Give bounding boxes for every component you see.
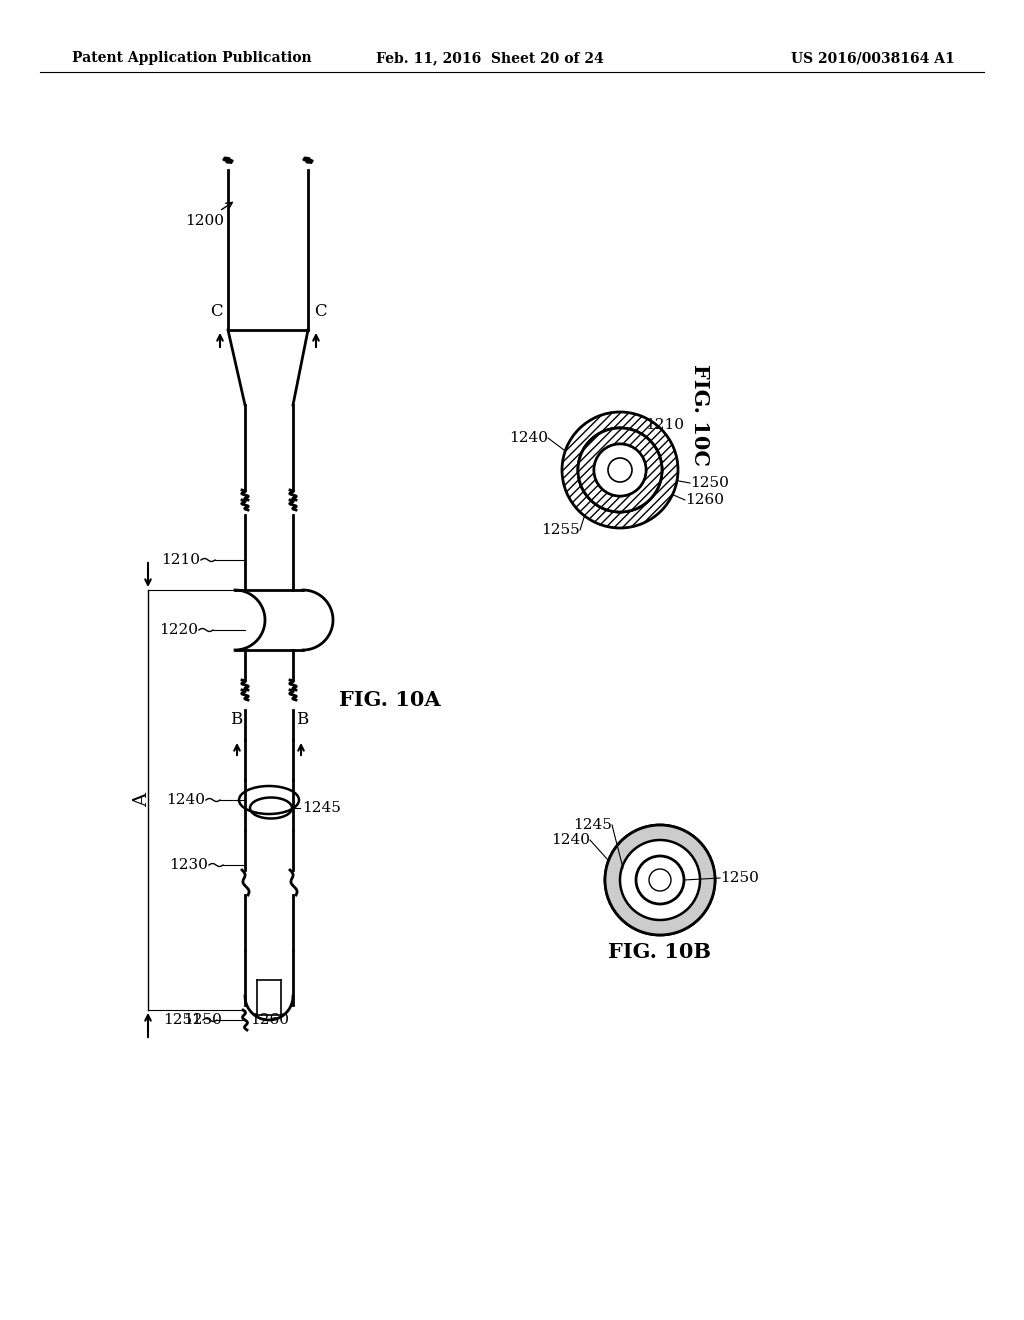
Text: FIG. 10A: FIG. 10A (339, 690, 440, 710)
Circle shape (578, 428, 662, 512)
Circle shape (594, 444, 646, 496)
Wedge shape (578, 428, 662, 512)
Text: 1245: 1245 (573, 818, 612, 832)
Circle shape (620, 840, 700, 920)
Text: C: C (313, 304, 327, 319)
Text: 1255: 1255 (542, 523, 580, 537)
Wedge shape (562, 412, 678, 528)
Text: 1260: 1260 (685, 492, 724, 507)
Text: 1250: 1250 (720, 871, 759, 884)
Text: A: A (133, 793, 151, 807)
Text: 1210: 1210 (645, 418, 684, 432)
Text: 1200: 1200 (185, 202, 232, 228)
Text: 1240: 1240 (551, 833, 590, 847)
Text: FIG. 10B: FIG. 10B (608, 942, 712, 962)
Text: 1230: 1230 (169, 858, 208, 873)
Text: Patent Application Publication: Patent Application Publication (72, 51, 311, 65)
Text: 1240: 1240 (166, 793, 205, 807)
Text: US 2016/0038164 A1: US 2016/0038164 A1 (792, 51, 955, 65)
Text: 1210: 1210 (161, 553, 200, 568)
Text: FIG. 10C: FIG. 10C (690, 364, 710, 466)
Text: 1250: 1250 (690, 477, 729, 490)
Text: B: B (296, 711, 308, 729)
Text: Feb. 11, 2016  Sheet 20 of 24: Feb. 11, 2016 Sheet 20 of 24 (376, 51, 604, 65)
Text: 1251: 1251 (163, 1012, 202, 1027)
Text: 1245: 1245 (302, 801, 341, 814)
Text: B: B (229, 711, 242, 729)
Text: 1250: 1250 (183, 1012, 222, 1027)
Wedge shape (605, 825, 715, 935)
Text: 1240: 1240 (509, 432, 548, 445)
Text: 1260: 1260 (250, 1012, 289, 1027)
Text: C: C (210, 304, 222, 319)
Text: 1220: 1220 (159, 623, 198, 638)
